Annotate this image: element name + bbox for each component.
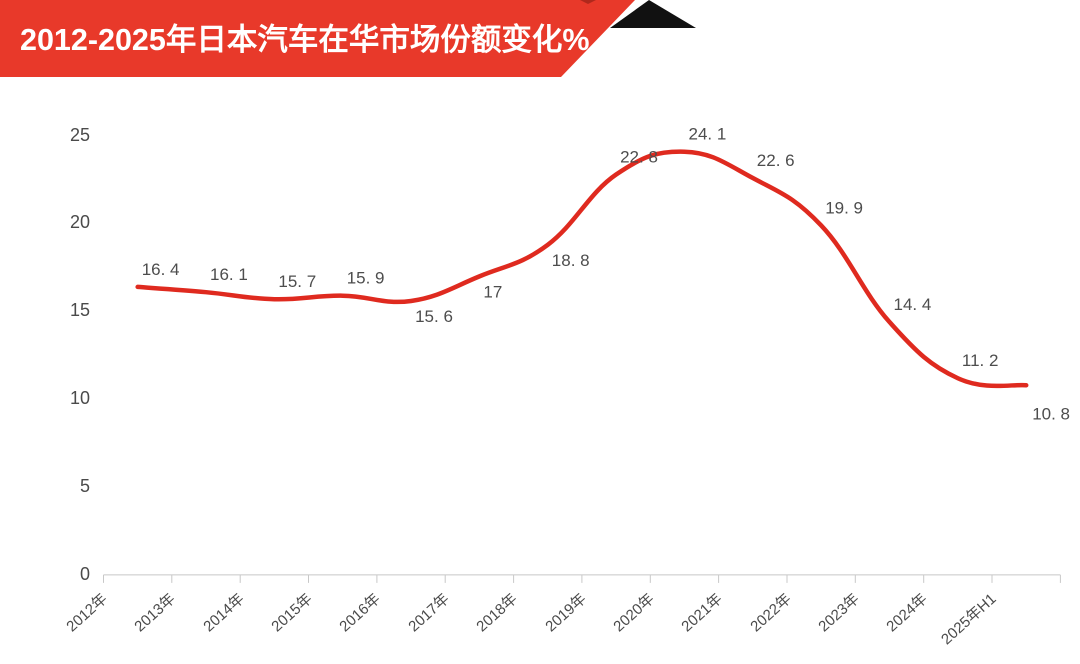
svg-text:2013年: 2013年 — [131, 590, 178, 635]
svg-text:2017年: 2017年 — [405, 590, 452, 635]
svg-text:2023年: 2023年 — [815, 590, 862, 635]
svg-text:2021年: 2021年 — [678, 590, 725, 635]
svg-text:16. 4: 16. 4 — [142, 260, 180, 279]
svg-text:2018年: 2018年 — [473, 590, 520, 635]
svg-text:19. 9: 19. 9 — [825, 199, 863, 218]
svg-text:2019年: 2019年 — [542, 590, 589, 635]
svg-text:11. 2: 11. 2 — [962, 351, 999, 370]
svg-text:25: 25 — [70, 125, 90, 145]
svg-text:20: 20 — [70, 212, 90, 232]
svg-text:10. 8: 10. 8 — [1032, 404, 1070, 423]
svg-text:2012年: 2012年 — [63, 590, 110, 635]
svg-text:15. 7: 15. 7 — [278, 272, 316, 291]
svg-text:15. 6: 15. 6 — [415, 307, 453, 326]
svg-text:2025年H1: 2025年H1 — [938, 590, 1000, 648]
svg-text:15: 15 — [70, 300, 90, 320]
svg-text:17: 17 — [483, 282, 502, 301]
svg-text:18. 8: 18. 8 — [552, 251, 590, 270]
svg-text:2022年: 2022年 — [747, 590, 794, 635]
svg-text:24. 1: 24. 1 — [689, 125, 727, 144]
svg-text:2015年: 2015年 — [268, 590, 315, 635]
svg-text:2024年: 2024年 — [883, 590, 930, 635]
svg-text:2016年: 2016年 — [336, 590, 383, 635]
svg-text:22. 6: 22. 6 — [757, 151, 795, 170]
svg-text:14. 4: 14. 4 — [894, 295, 932, 314]
svg-text:22. 8: 22. 8 — [620, 148, 658, 167]
svg-text:0: 0 — [80, 564, 90, 584]
svg-text:2020年: 2020年 — [610, 590, 657, 635]
svg-text:16. 1: 16. 1 — [210, 265, 248, 284]
svg-text:2014年: 2014年 — [200, 590, 247, 635]
svg-text:5: 5 — [80, 476, 90, 496]
svg-text:15. 9: 15. 9 — [347, 269, 385, 288]
svg-text:10: 10 — [70, 388, 90, 408]
